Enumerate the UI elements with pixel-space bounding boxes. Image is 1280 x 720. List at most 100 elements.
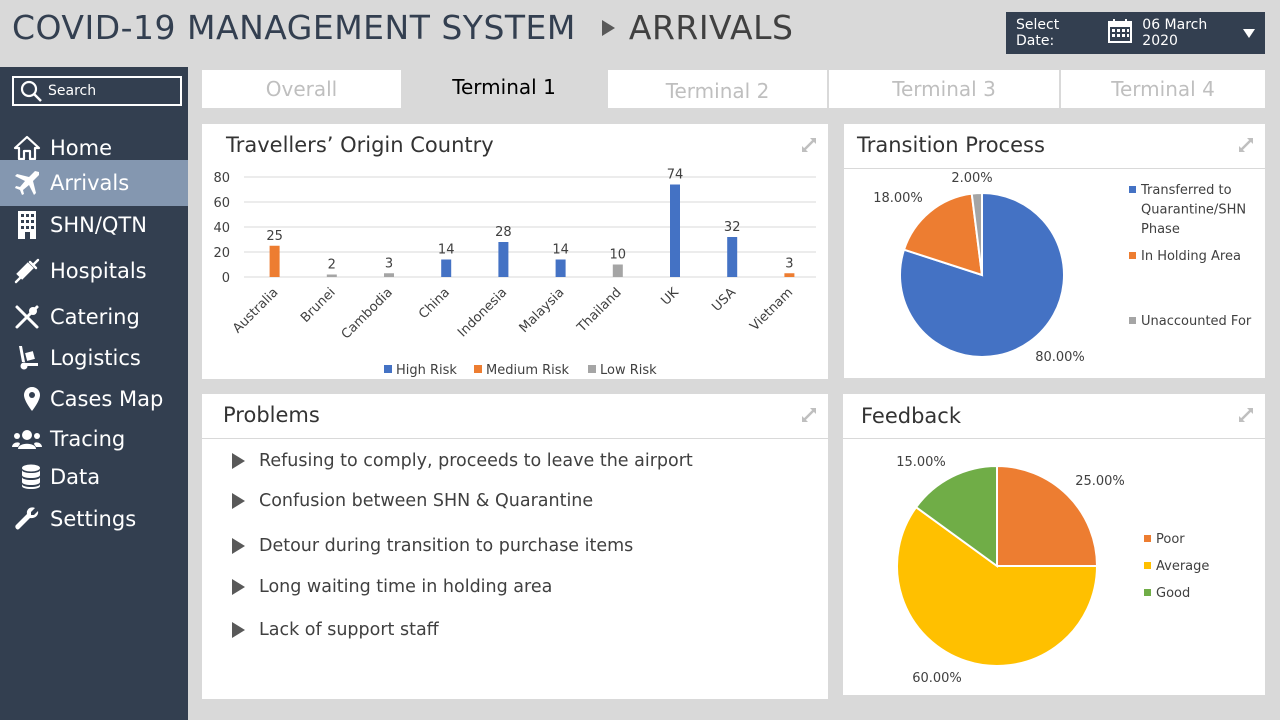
panel-divider	[202, 438, 828, 439]
legend-swatch	[1144, 589, 1151, 596]
sidebar-item-cases-map[interactable]: Cases Map	[0, 376, 188, 422]
tab-overall[interactable]: Overall	[202, 70, 401, 108]
y-tick-label: 20	[213, 246, 230, 261]
bar-value-label: 25	[266, 229, 283, 244]
tab-terminal-2[interactable]: Terminal 2	[608, 70, 827, 108]
sidebar-item-arrivals[interactable]: Arrivals	[0, 160, 188, 206]
bar-value-label: 10	[610, 248, 627, 263]
legend-label: Unaccounted For	[1141, 314, 1252, 329]
bar[interactable]	[326, 274, 337, 278]
pie-value-label: 2.00%	[951, 171, 992, 186]
y-tick-label: 0	[222, 271, 230, 286]
x-tick-label: Brunei	[298, 285, 339, 326]
problem-text: Confusion between SHN & Quarantine	[259, 491, 594, 511]
legend-swatch	[1129, 317, 1136, 324]
legend-swatch	[1144, 562, 1151, 569]
pie-slice[interactable]	[896, 505, 1099, 667]
sidebar-item-settings[interactable]: Settings	[0, 496, 188, 542]
search-icon	[20, 80, 42, 102]
date-selector[interactable]: Select Date: 06 March 2020	[1006, 12, 1265, 54]
sidebar-item-label: SHN/QTN	[50, 213, 147, 237]
app-name: COVID-19 MANAGEMENT SYSTEM	[12, 8, 576, 47]
bar[interactable]	[727, 237, 738, 277]
legend-label: Average	[1156, 559, 1209, 574]
calendar-icon[interactable]	[1108, 19, 1133, 47]
map-pin-icon	[22, 384, 42, 414]
chevron-down-icon[interactable]	[1243, 28, 1255, 38]
section-title: ARRIVALS	[628, 8, 794, 47]
x-tick-label: Cambodia	[339, 285, 396, 342]
x-tick-label: Vietnam	[747, 285, 796, 334]
bar[interactable]	[670, 184, 680, 278]
legend-label: Medium Risk	[486, 363, 570, 378]
sidebar-item-label: Settings	[50, 507, 137, 531]
hand-truck-icon	[12, 343, 42, 373]
breadcrumb-arrow-icon	[601, 19, 615, 36]
sidebar-item-label: Catering	[50, 305, 140, 329]
tab-terminal-4[interactable]: Terminal 4	[1061, 70, 1265, 108]
bar-value-label: 14	[438, 243, 455, 258]
expand-icon[interactable]	[800, 406, 818, 428]
problems-title: Problems	[223, 403, 320, 427]
legend-swatch	[474, 365, 482, 373]
bullet-arrow-icon	[232, 538, 245, 554]
problem-item: Detour during transition to purchase ite…	[232, 536, 633, 556]
people-icon	[12, 424, 42, 454]
bar[interactable]	[612, 264, 623, 278]
pie-slice[interactable]	[902, 192, 984, 277]
bar-value-label: 14	[552, 243, 569, 258]
bar[interactable]	[555, 259, 566, 278]
sidebar-item-label: Tracing	[50, 427, 126, 451]
pie-slice[interactable]	[914, 464, 998, 568]
tab-terminal-1[interactable]: Terminal 1	[401, 68, 607, 106]
bar-value-label: 3	[785, 256, 793, 271]
expand-icon[interactable]	[1237, 136, 1255, 158]
legend-label: Transferred to	[1140, 183, 1232, 198]
bullet-arrow-icon	[232, 622, 245, 638]
sidebar-item-home[interactable]: Home	[0, 125, 188, 171]
problem-text: Detour during transition to purchase ite…	[259, 536, 634, 556]
bar[interactable]	[498, 242, 509, 277]
sidebar-item-tracing[interactable]: Tracing	[0, 416, 188, 462]
home-icon	[12, 133, 42, 163]
feedback-panel: Feedback 25.00% 60.00% 15.00% Poor Average Go…	[843, 394, 1265, 695]
problem-item: Long waiting time in holding area	[232, 577, 552, 597]
tab-terminal-3[interactable]: Terminal 3	[829, 70, 1059, 108]
x-tick-label: Thailand	[574, 285, 625, 336]
bar[interactable]	[441, 259, 452, 278]
bar[interactable]	[269, 245, 280, 277]
sidebar-item-hospitals[interactable]: Hospitals	[0, 248, 188, 294]
problem-text: Lack of support staff	[259, 620, 439, 640]
bar[interactable]	[784, 273, 795, 277]
legend-swatch	[384, 365, 392, 373]
panel-divider	[844, 168, 1265, 169]
legend-label: Low Risk	[600, 363, 657, 378]
bar[interactable]	[384, 273, 394, 277]
sidebar-item-data[interactable]: Data	[0, 454, 188, 500]
legend-swatch	[1129, 186, 1136, 193]
pie-value-label: 60.00%	[912, 671, 962, 686]
legend-label: Phase	[1141, 222, 1180, 237]
x-tick-label: Malaysia	[517, 285, 568, 336]
y-tick-label: 80	[213, 171, 230, 186]
problem-text: Refusing to comply, proceeds to leave th…	[259, 451, 693, 471]
pie-value-label: 80.00%	[1035, 350, 1085, 365]
app-title: COVID-19 MANAGEMENT SYSTEM ARRIVALS	[12, 8, 793, 47]
bullet-arrow-icon	[232, 453, 245, 469]
bar-value-label: 74	[667, 168, 684, 183]
panel-divider	[843, 438, 1265, 439]
problem-item: Confusion between SHN & Quarantine	[232, 491, 593, 511]
sidebar-item-shn-qtn[interactable]: SHN/QTN	[0, 202, 188, 248]
pie-slice[interactable]	[970, 191, 983, 276]
search-input[interactable]: Search	[12, 76, 182, 106]
sidebar-item-label: Hospitals	[50, 259, 147, 283]
origin-country-bar-chart: 0 20 40 60 80 25 Australia 2 Brunei 3 Cambodia 14 Ch…	[213, 168, 816, 378]
expand-icon[interactable]	[800, 136, 818, 158]
problems-panel: Problems Refusing to comply, proceeds to…	[202, 394, 828, 699]
utensils-icon	[12, 302, 42, 332]
pie-slice[interactable]	[996, 464, 1099, 567]
sidebar-item-logistics[interactable]: Logistics	[0, 335, 188, 381]
bar-value-label: 2	[328, 258, 336, 273]
sidebar-item-catering[interactable]: Catering	[0, 294, 188, 340]
expand-icon[interactable]	[1237, 406, 1255, 428]
